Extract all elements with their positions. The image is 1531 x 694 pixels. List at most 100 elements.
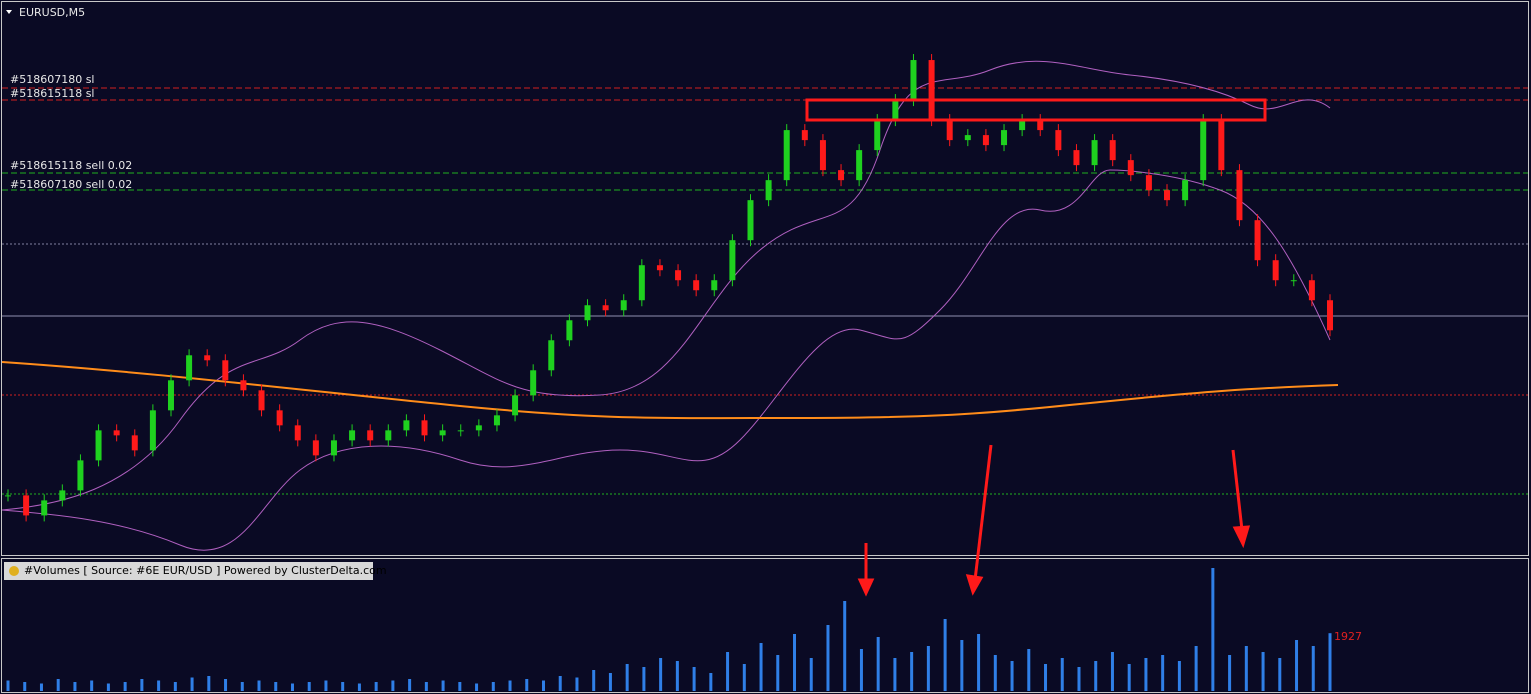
candle-body	[312, 440, 319, 456]
volume-bar	[441, 680, 445, 691]
volume-bar	[274, 682, 278, 691]
levels	[2, 87, 1528, 495]
candle-body	[747, 200, 754, 241]
candle-body	[548, 340, 555, 371]
candle-body	[801, 130, 808, 141]
candle-body	[403, 420, 410, 431]
candle-body	[59, 490, 66, 501]
candle-body	[928, 60, 935, 121]
candle-body	[5, 495, 11, 497]
candle-body	[910, 60, 917, 101]
candle-body	[783, 130, 790, 181]
volume-bar	[1244, 646, 1248, 691]
indicator-icon	[9, 566, 19, 576]
volume-bar	[910, 652, 914, 691]
candle-body	[294, 425, 301, 441]
volume-bar	[56, 679, 60, 691]
candle-body	[1272, 260, 1279, 281]
volume-bar	[475, 683, 479, 691]
volume-bar	[1295, 640, 1299, 691]
candle-body	[964, 135, 971, 141]
candle-body	[276, 410, 283, 426]
volume-bar	[240, 682, 244, 691]
candle-body	[1254, 220, 1261, 261]
volume-bar	[826, 625, 830, 691]
arrow-head	[965, 574, 984, 596]
arrow-head	[857, 578, 875, 597]
candle-body	[638, 265, 645, 301]
volume-bar	[1328, 633, 1332, 691]
volume-bar	[1211, 568, 1215, 691]
candle-body	[1308, 280, 1315, 301]
volume-bar	[408, 679, 412, 691]
volume-bar	[1060, 658, 1064, 691]
candle-body	[385, 430, 392, 441]
volume-bar	[558, 676, 562, 691]
volume-bar	[592, 670, 596, 691]
symbol-label: EURUSD,M5	[19, 6, 85, 19]
volume-bar	[759, 643, 763, 691]
candle-body	[946, 120, 953, 141]
volume-bar	[859, 649, 863, 691]
candle-body	[566, 320, 573, 341]
candle-body	[204, 355, 211, 361]
candle-body	[530, 370, 537, 396]
volume-bar	[793, 634, 797, 691]
annotation-arrows	[857, 444, 1251, 597]
candle-body	[1109, 140, 1116, 161]
volume-bar	[341, 682, 345, 691]
volume-bar	[257, 680, 261, 691]
candle-body	[349, 430, 356, 441]
volume-bar	[23, 682, 27, 691]
moving-average	[1, 361, 1339, 420]
candle-body	[493, 415, 500, 426]
volume-bar	[809, 658, 813, 691]
candle-body	[675, 270, 682, 281]
candle-body	[95, 430, 102, 461]
volume-bar	[709, 673, 713, 691]
volume-bar	[1127, 664, 1131, 691]
candle-body	[113, 430, 120, 436]
candle-body	[1055, 130, 1062, 151]
candle-body	[421, 420, 428, 436]
candle-body	[602, 305, 609, 311]
indicator-label-box	[4, 562, 373, 580]
candle-body	[1037, 120, 1044, 131]
volume-bar	[1194, 646, 1198, 691]
volume-value-label: 1927	[1334, 630, 1362, 643]
volume-bar	[106, 683, 110, 691]
volume-bar	[1144, 658, 1148, 691]
candle-body	[765, 180, 772, 201]
candle-body	[330, 440, 337, 456]
volume-bar	[893, 658, 897, 691]
volume-bar	[1228, 655, 1232, 691]
candle-body	[1200, 120, 1207, 181]
volume-bar	[776, 655, 780, 691]
arrow	[973, 444, 993, 581]
candle-body	[222, 360, 229, 381]
candle-body	[149, 410, 156, 451]
order-label: #518607180 sl	[10, 73, 95, 86]
candle-body	[186, 355, 193, 381]
candle-body	[1290, 280, 1297, 282]
candle-body	[1073, 150, 1080, 166]
candle-body	[457, 430, 464, 432]
volume-bar	[374, 682, 378, 691]
candle-body	[693, 280, 700, 291]
candle-body	[982, 135, 989, 146]
order-label: #518615118 sl	[10, 87, 95, 100]
highlight-box	[805, 98, 1267, 122]
volume-bar	[290, 683, 294, 691]
volume-bar	[140, 679, 144, 691]
volume-bar	[508, 680, 512, 691]
menu-arrow[interactable]	[6, 10, 12, 14]
candle-body	[1327, 300, 1333, 331]
volume-bar	[525, 679, 529, 691]
volume-bar	[1110, 652, 1114, 691]
volume-bar	[742, 664, 746, 691]
volume-bar	[424, 682, 428, 691]
candle-body	[874, 120, 881, 151]
candle-body	[1127, 160, 1134, 176]
candle-body	[1236, 170, 1243, 221]
candle-body	[584, 305, 591, 321]
